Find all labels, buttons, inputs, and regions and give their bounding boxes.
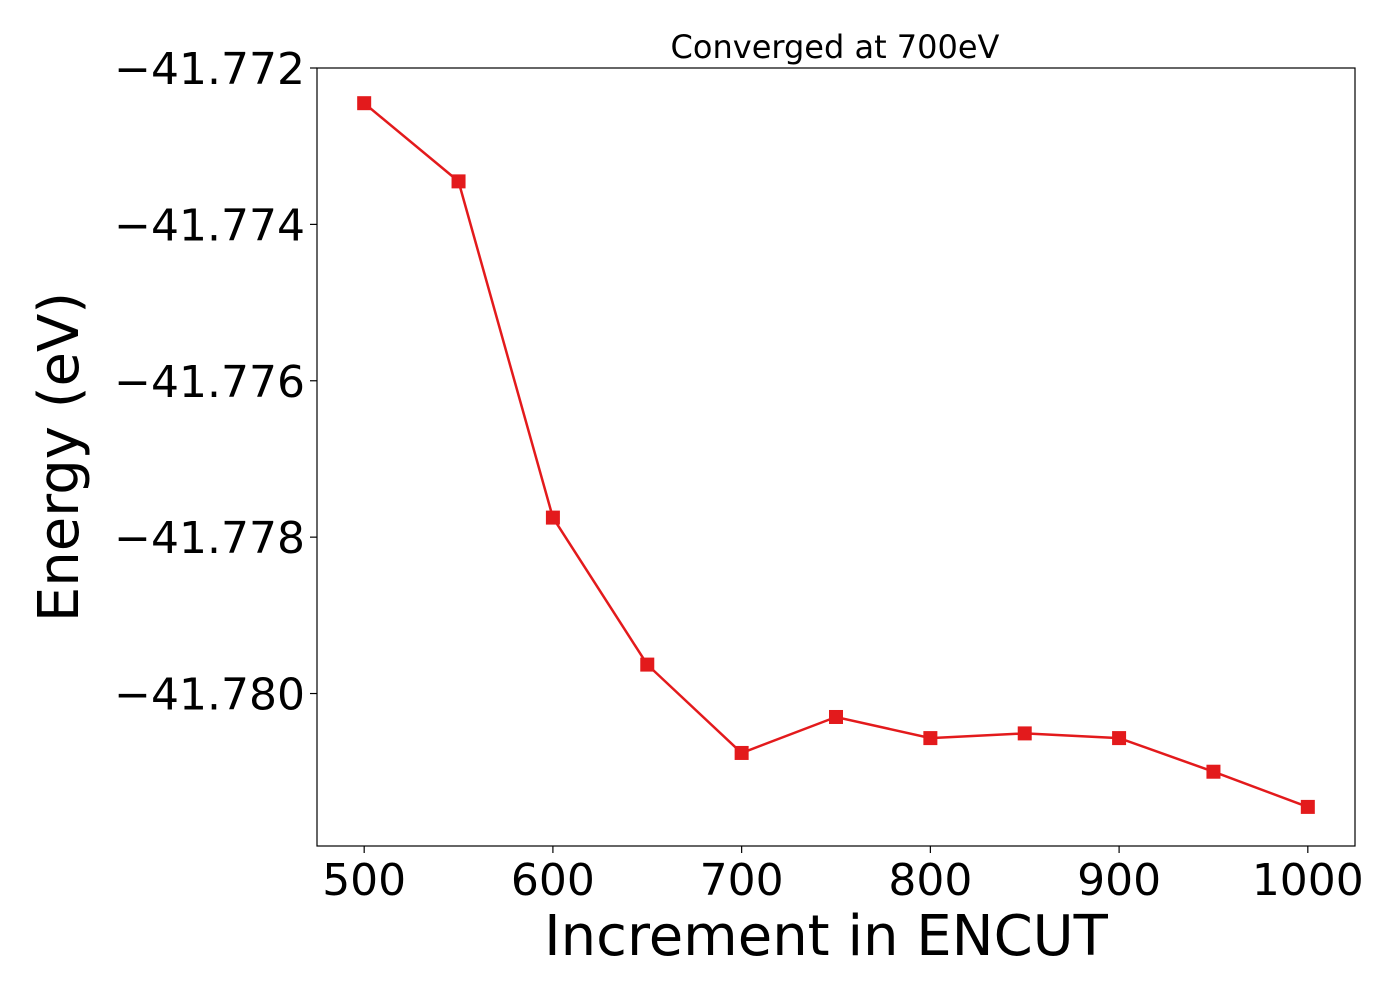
data-point xyxy=(1300,799,1315,814)
y-tick-label: −41.778 xyxy=(114,513,305,564)
x-tick-label: 500 xyxy=(322,855,406,906)
series-markers xyxy=(357,96,1315,814)
x-axis-label: Increment in ENCUT xyxy=(544,904,1109,969)
data-point xyxy=(1112,731,1127,746)
data-point xyxy=(1017,726,1032,741)
y-tick-label: −41.776 xyxy=(114,357,305,408)
data-point xyxy=(1206,764,1221,779)
x-tick-label: 800 xyxy=(888,855,972,906)
data-point xyxy=(640,657,655,672)
data-point xyxy=(829,709,843,724)
chart-title: Converged at 700eV xyxy=(671,28,1000,66)
plot-area xyxy=(316,67,1356,847)
x-axis: 500 600 700 800 900 1000 xyxy=(322,846,1364,906)
data-point xyxy=(545,510,560,525)
x-tick-label: 900 xyxy=(1077,855,1161,906)
y-tick-label: −41.774 xyxy=(114,200,305,251)
x-tick-label: 600 xyxy=(511,855,595,906)
y-axis-label: Energy (eV) xyxy=(27,292,92,622)
y-tick-label: −41.772 xyxy=(114,44,305,95)
y-axis: −41.772 −41.774 −41.776 −41.778 −41.780 xyxy=(114,44,317,721)
data-point xyxy=(734,745,749,760)
series-line xyxy=(363,102,1309,809)
x-tick-label: 1000 xyxy=(1252,855,1364,906)
y-tick-label: −41.780 xyxy=(114,670,305,721)
x-tick-label: 700 xyxy=(700,855,784,906)
data-point xyxy=(451,174,466,189)
data-point xyxy=(357,96,372,111)
data-point xyxy=(923,731,938,746)
